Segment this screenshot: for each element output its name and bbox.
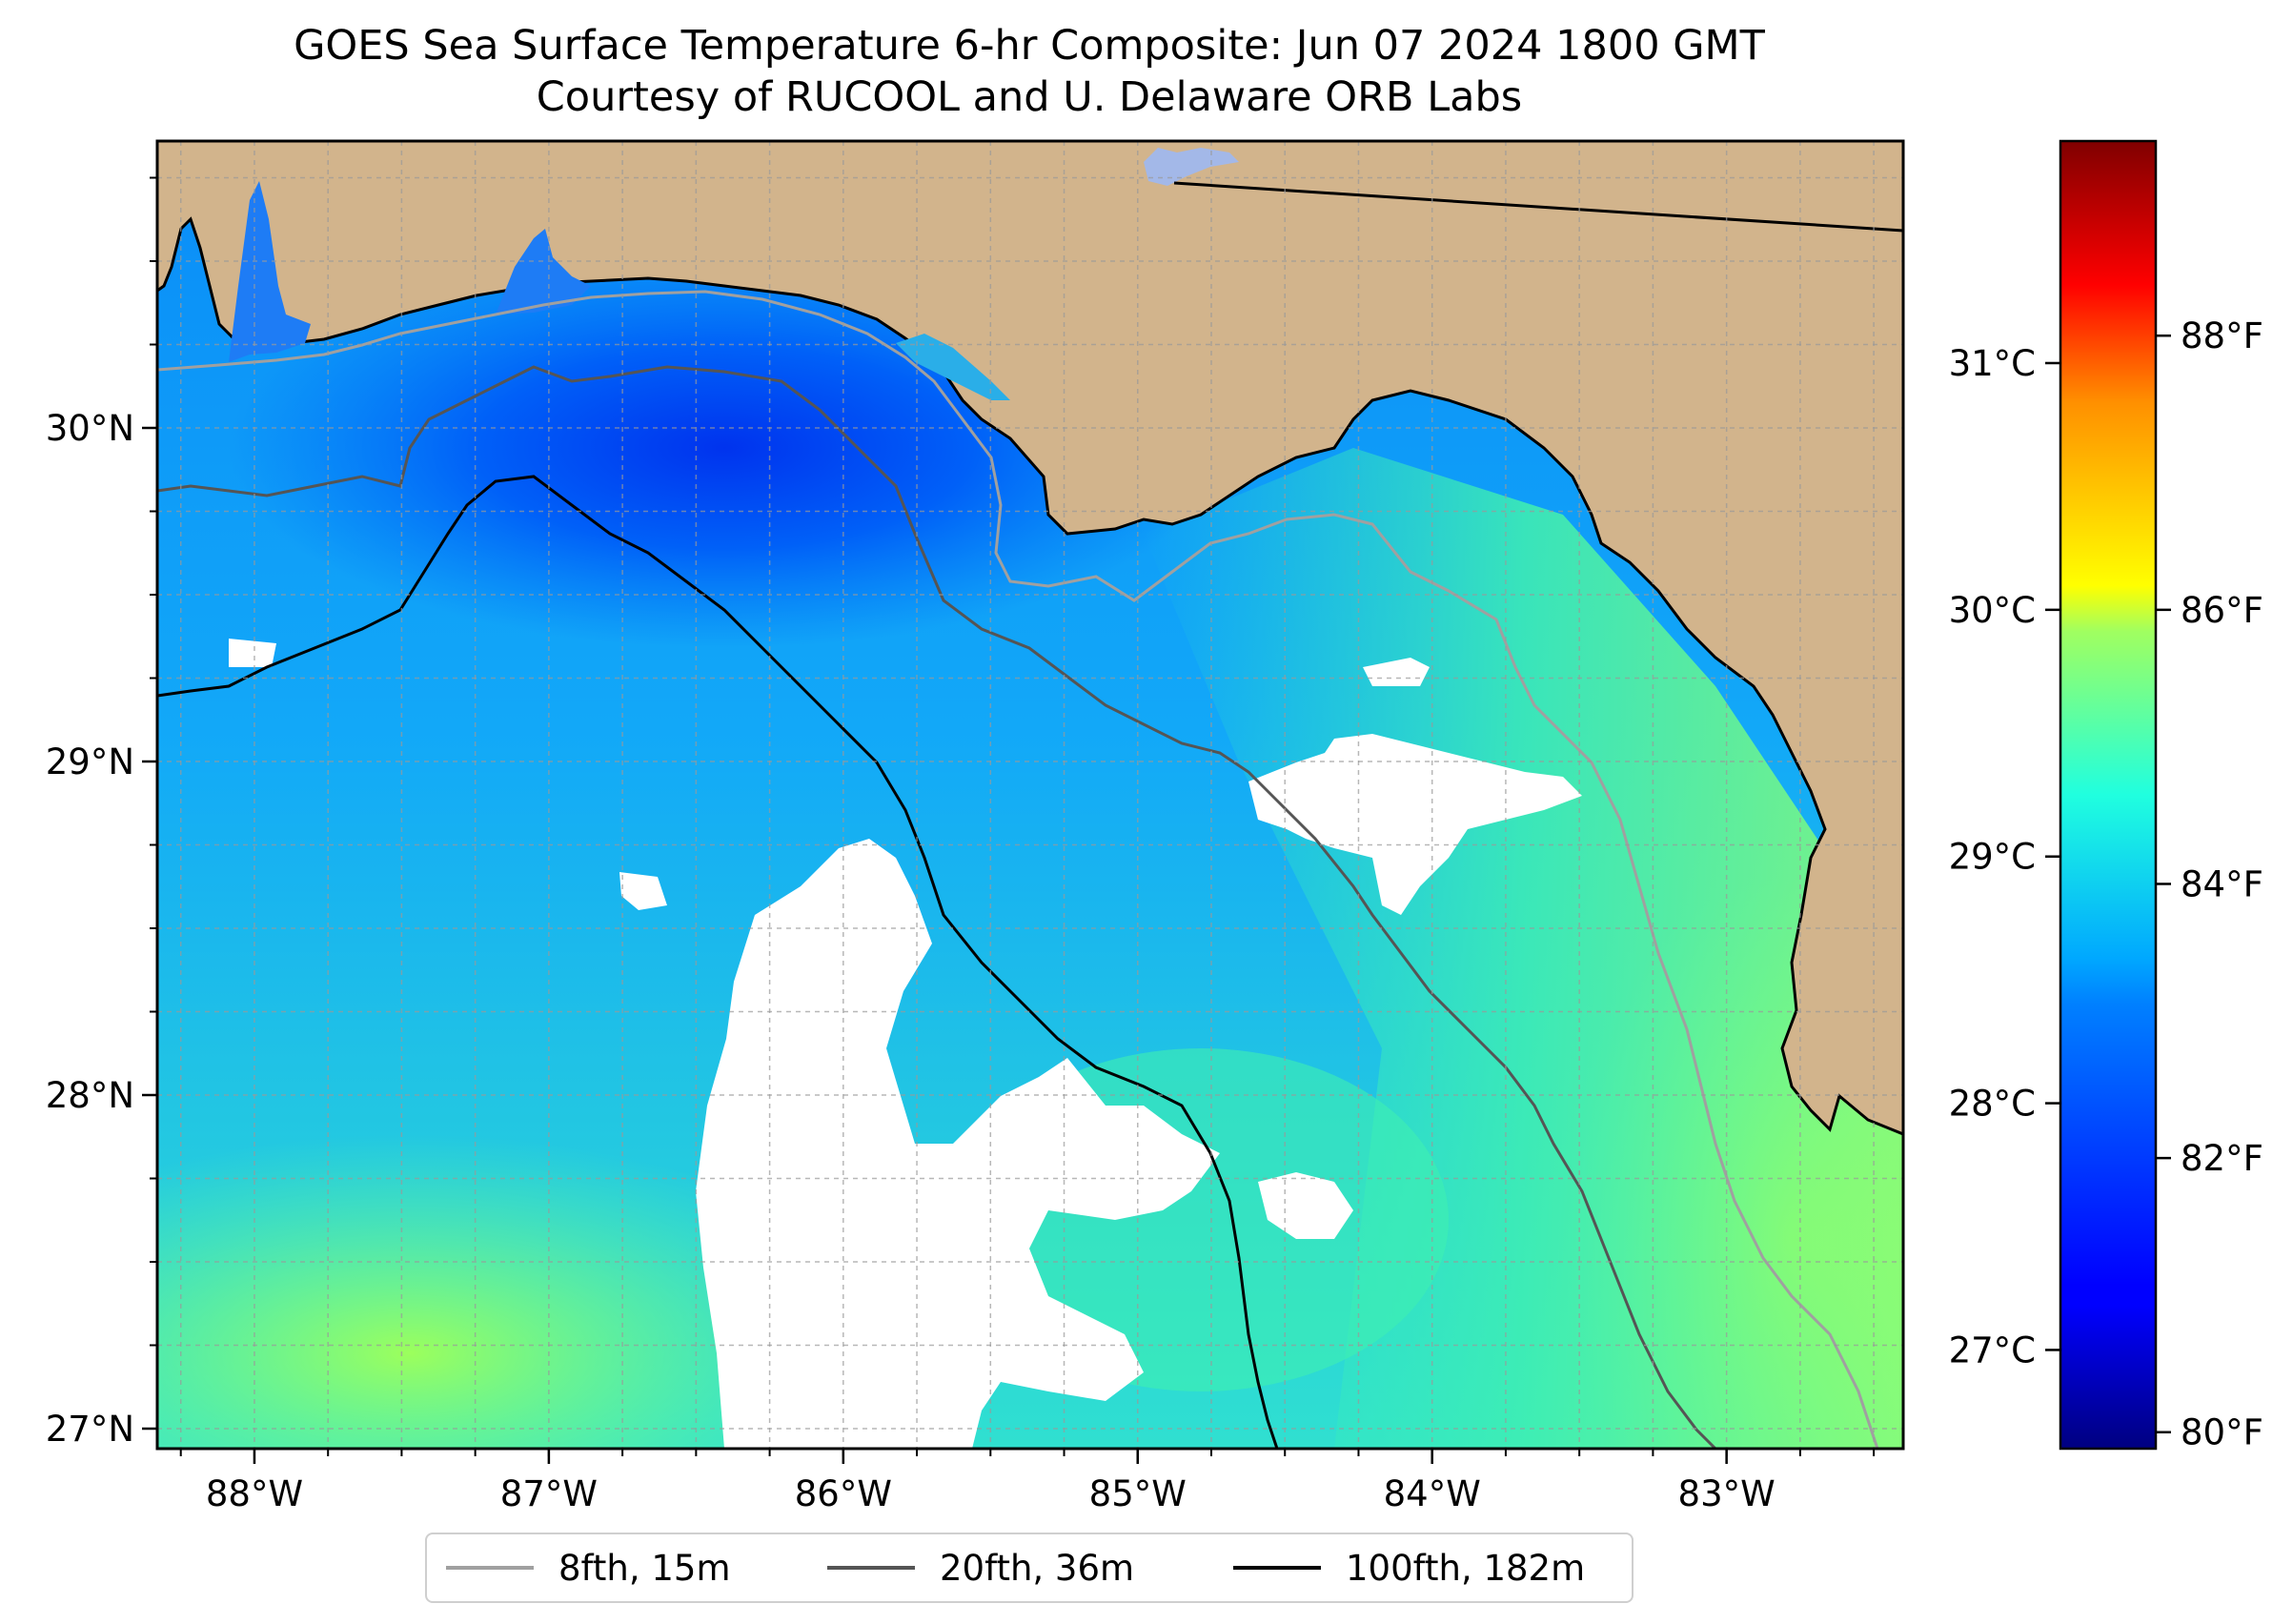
east-shelf-warm (1144, 448, 1903, 1449)
contour-20fth (157, 365, 1717, 1449)
celsius-tick-label: 30°C (1949, 590, 2036, 631)
contour-legend: 8fth, 15m 20fth, 36m 100fth, 182m (425, 1533, 1634, 1603)
cloud-gap-east (1248, 734, 1582, 915)
contour-100fth (157, 475, 1279, 1449)
celsius-tick-label: 29°C (1949, 837, 2036, 878)
longitude-axis: 88°W 87°W 86°W 85°W 84°W 83°W (179, 1449, 1876, 1514)
state-border-line (1173, 181, 1903, 233)
latitude-axis: 27°N 28°N 29°N 30°N (46, 176, 157, 1450)
fahrenheit-tick-label: 86°F (2181, 590, 2263, 631)
cloud-gap-spot (619, 872, 667, 910)
lon-tick-label: 88°W (206, 1473, 303, 1514)
celsius-tick-label: 31°C (1949, 343, 2036, 384)
land-north-coast (157, 141, 1903, 1136)
cloud-gap-west (229, 639, 276, 667)
chart-subtitle: Courtesy of RUCOOL and U. Delaware ORB L… (536, 73, 1523, 121)
lon-tick-label: 83°W (1678, 1473, 1776, 1514)
colorbar (2059, 139, 2158, 1451)
cloud-gap-small (1258, 1172, 1353, 1239)
legend-item-100fth: 100fth, 182m (1233, 1534, 1585, 1601)
legend-line-100fth (1233, 1566, 1321, 1570)
cloud-gap-south (696, 839, 1220, 1449)
lat-lon-gridlines (157, 141, 1903, 1449)
chart-title: GOES Sea Surface Temperature 6-hr Compos… (294, 22, 1765, 70)
legend-item-20fth: 20fth, 36m (827, 1534, 1134, 1601)
lat-tick-label: 30°N (46, 408, 134, 449)
fahrenheit-tick-label: 82°F (2181, 1138, 2263, 1179)
lon-tick-label: 87°W (500, 1473, 598, 1514)
legend-line-20fth (827, 1566, 915, 1570)
inland-bay-choctawhatchee (496, 229, 591, 315)
contour-8fth (157, 290, 1879, 1449)
inland-bay-pensacola (229, 181, 311, 362)
cloud-gap-north (1363, 658, 1430, 686)
celsius-tick-label: 27°C (1949, 1330, 2036, 1370)
legend-label-20fth: 20fth, 36m (940, 1547, 1135, 1589)
lat-tick-label: 28°N (46, 1075, 134, 1116)
lon-tick-label: 85°W (1089, 1473, 1187, 1514)
legend-label-8fth: 8fth, 15m (558, 1547, 731, 1589)
inland-lake (1144, 148, 1239, 186)
celsius-tick-label: 28°C (1949, 1084, 2036, 1125)
colorbar-fahrenheit-axis: 80°F 82°F 84°F 86°F 88°F (2156, 315, 2263, 1453)
lon-tick-label: 84°W (1384, 1473, 1481, 1514)
fahrenheit-tick-label: 88°F (2181, 315, 2263, 356)
lat-tick-label: 27°N (46, 1409, 134, 1450)
lat-tick-label: 29°N (46, 741, 134, 782)
map-frame (155, 139, 1905, 1451)
legend-line-8fth (446, 1566, 534, 1570)
colorbar-celsius-axis: 27°C 28°C 29°C 30°C 31°C (1949, 343, 2060, 1370)
inland-bay-stjoe (896, 334, 1010, 400)
fahrenheit-tick-label: 84°F (2181, 863, 2263, 904)
legend-item-8fth: 8fth, 15m (446, 1534, 731, 1601)
fahrenheit-tick-label: 80°F (2181, 1412, 2263, 1453)
lon-tick-label: 86°W (795, 1473, 892, 1514)
map-panel (157, 141, 1903, 1449)
legend-label-100fth: 100fth, 182m (1346, 1547, 1586, 1589)
